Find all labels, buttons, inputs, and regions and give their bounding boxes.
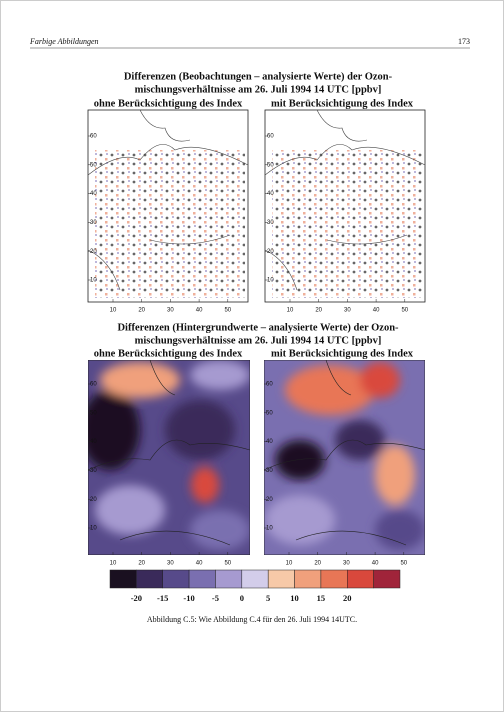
y-tick-label: 40 [267,191,274,197]
field-map [88,360,250,555]
field-map [264,360,425,555]
x-tick-label: 30 [343,561,350,567]
colorbar-swatch [162,569,190,589]
colorbar-label: -15 [157,593,168,603]
panel-title: ohne Berücksichtigung des Index [94,348,243,359]
caption: Abbildung C.5: Wie Abbildung C.4 für den… [147,615,357,624]
x-tick-label: 20 [314,561,321,567]
colorbar-swatch [109,569,137,589]
colorbar-label: 15 [317,593,326,603]
x-tick-label: 50 [224,308,231,314]
y-tick-label: 30 [90,468,97,474]
panel-title: mit Berücksichtigung des Index [271,348,414,359]
y-tick-label: 40 [266,439,273,445]
running-head: Farbige Abbildungen [29,37,99,46]
figure-title: mischungsverhältnisse am 26. Juli 1994 1… [135,84,382,95]
x-tick-label: 30 [167,308,174,314]
colorbar-label: 10 [290,593,299,603]
figure-title: Differenzen (Beobachtungen – analysierte… [124,71,393,82]
x-tick-label: 10 [110,308,117,314]
colorbar-swatch [294,569,322,589]
y-tick-label: 60 [90,382,97,388]
x-tick-label: 30 [344,308,351,314]
x-tick-label: 40 [196,308,203,314]
colorbar-swatch [241,569,269,589]
x-tick-label: 10 [287,308,294,314]
y-tick-label: 20 [90,249,97,255]
y-tick-label: 30 [266,468,273,474]
y-tick-label: 10 [90,526,97,532]
y-tick-label: 60 [90,134,97,140]
x-tick-label: 50 [224,561,231,567]
station-map [264,109,426,303]
colorbar-label: -10 [183,593,194,603]
figure-title: mischungsverhältnisse am 26. Juli 1994 1… [135,335,382,346]
y-tick-label: 50 [266,410,273,416]
colorbar-swatch [136,569,163,589]
colorbar-swatch [267,569,295,589]
colorbar-swatch [188,569,216,589]
y-tick-label: 20 [267,249,274,255]
x-tick-label: 50 [400,561,407,567]
colorbar-swatch [215,569,243,589]
colorbar-label: -5 [212,593,219,603]
colorbar-label: 20 [343,593,352,603]
y-tick-label: 10 [90,278,97,284]
figure-title: Differenzen (Hintergrundwerte – analysie… [117,322,399,333]
station-map [87,109,249,303]
panel-title: mit Berücksichtigung des Index [271,98,414,109]
x-tick-label: 40 [372,561,379,567]
colorbar: -20 -15 -10 -5 0 5 10 15 20 [109,569,401,603]
y-tick-label: 50 [267,162,274,168]
x-tick-label: 10 [286,561,293,567]
y-tick-label: 60 [267,134,274,140]
y-tick-label: 20 [90,497,97,503]
colorbar-swatch [373,569,401,589]
page-number: 173 [458,37,470,46]
y-tick-label: 20 [266,497,273,503]
colorbar-label: -20 [131,593,142,603]
x-tick-label: 40 [373,308,380,314]
y-tick-label: 10 [266,526,273,532]
x-tick-label: 20 [138,308,145,314]
colorbar-swatch [347,569,374,589]
x-tick-label: 50 [401,308,408,314]
x-tick-label: 40 [196,561,203,567]
y-tick-label: 10 [267,278,274,284]
panel-title: ohne Berücksichtigung des Index [94,98,243,109]
colorbar-label: 5 [266,593,270,603]
y-tick-label: 40 [90,191,97,197]
y-tick-label: 30 [267,220,274,226]
y-tick-label: 60 [266,382,273,388]
colorbar-swatch [320,569,348,589]
y-tick-label: 50 [90,162,97,168]
y-tick-label: 50 [90,410,97,416]
y-tick-label: 40 [90,439,97,445]
y-tick-label: 30 [90,220,97,226]
x-tick-label: 10 [110,561,117,567]
x-tick-label: 30 [167,561,174,567]
colorbar-label: 0 [240,593,244,603]
x-tick-label: 20 [315,308,322,314]
x-tick-label: 20 [138,561,145,567]
